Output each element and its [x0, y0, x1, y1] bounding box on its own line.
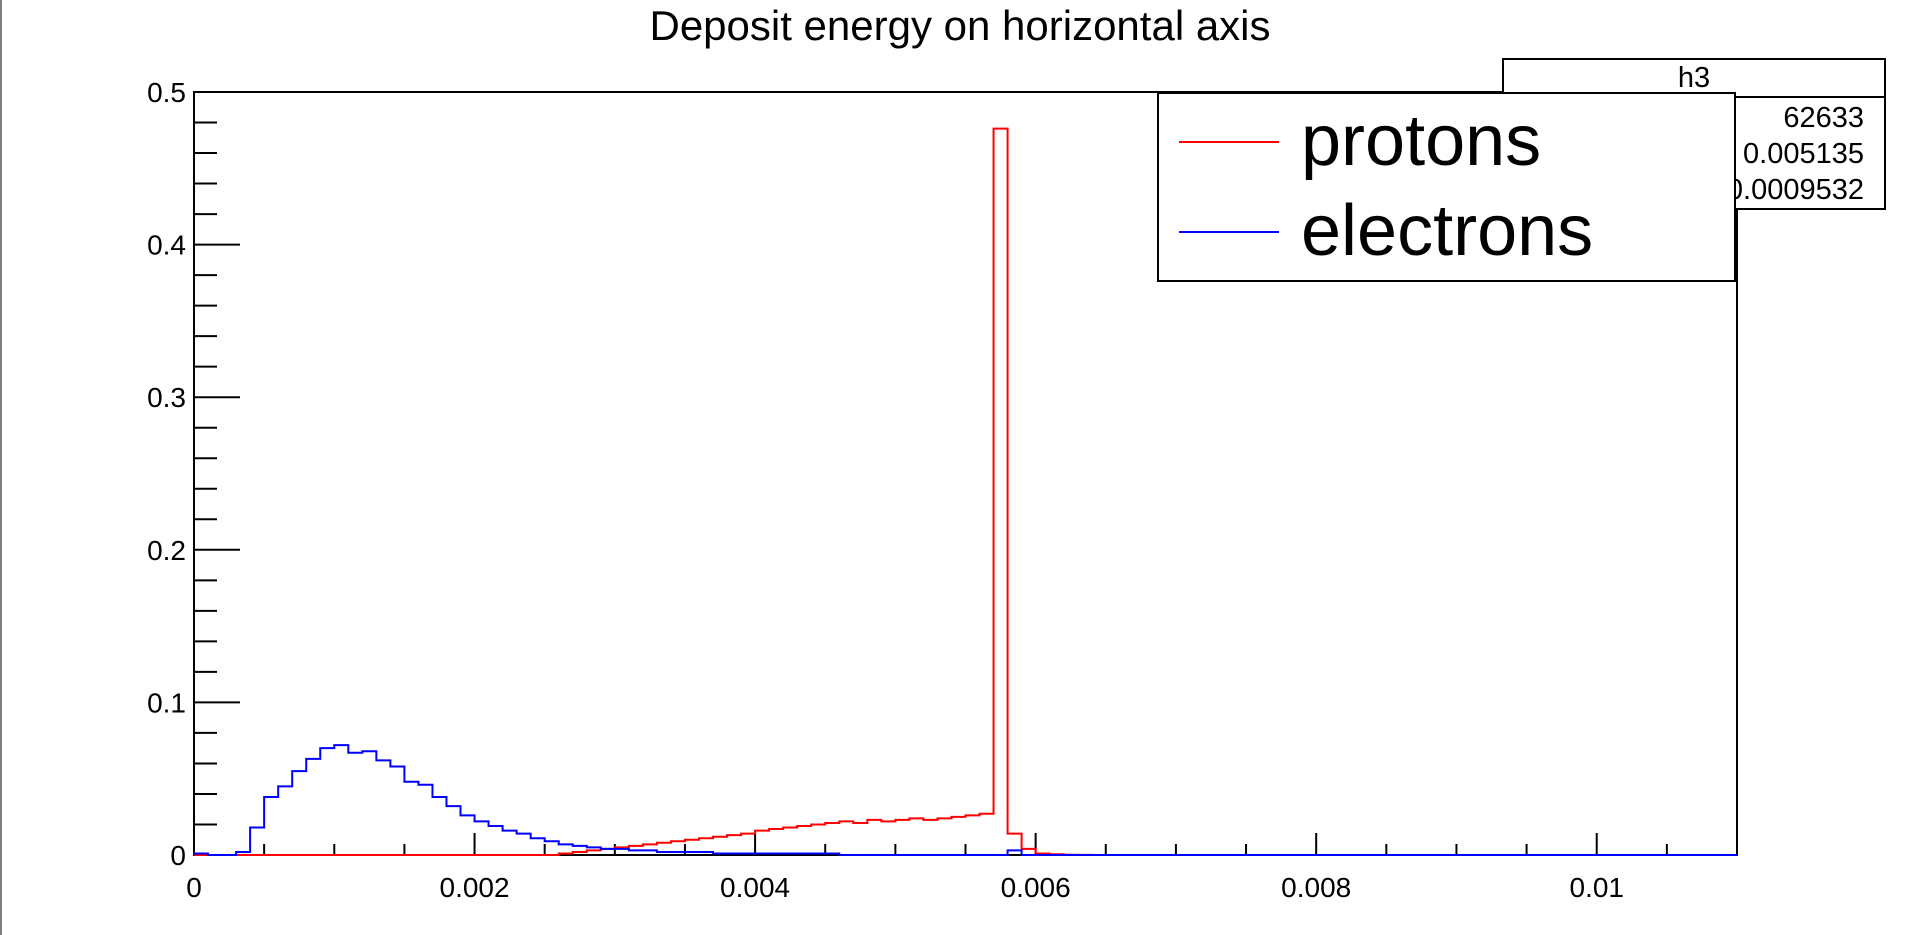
- x-tick-label: 0.002: [440, 872, 510, 903]
- x-tick-label: 0.01: [1569, 872, 1624, 903]
- legend-label-protons: protons: [1301, 101, 1542, 181]
- y-tick-label: 0.2: [147, 535, 186, 566]
- window-left-border: [0, 0, 2, 935]
- y-tick-label: 0.4: [147, 230, 186, 261]
- stats-entries-value: 62633: [1783, 102, 1864, 134]
- x-tick-label: 0.004: [720, 872, 790, 903]
- legend-line-protons: [1179, 141, 1279, 143]
- y-tick-label: 0.1: [147, 687, 186, 718]
- legend-label-electrons: electrons: [1301, 191, 1594, 271]
- legend-item-protons: protons: [1179, 96, 1719, 186]
- series-electrons-histogram: [193, 744, 1737, 856]
- x-tick-label: 0.006: [1001, 872, 1071, 903]
- x-tick-label: 0.008: [1281, 872, 1351, 903]
- y-tick-label: 0: [170, 840, 186, 871]
- x-tick-label: 0: [186, 872, 202, 903]
- legend-line-electrons: [1179, 231, 1279, 233]
- stats-stddev-value: 0.0009532: [1726, 174, 1864, 206]
- stats-mean-value: 0.005135: [1743, 138, 1864, 170]
- legend-item-electrons: electrons: [1179, 186, 1719, 276]
- legend[interactable]: protons electrons: [1157, 92, 1736, 282]
- y-tick-label: 0.3: [147, 382, 186, 413]
- y-tick-label: 0.5: [147, 77, 186, 108]
- chart-title: Deposit energy on horizontal axis: [649, 2, 1271, 49]
